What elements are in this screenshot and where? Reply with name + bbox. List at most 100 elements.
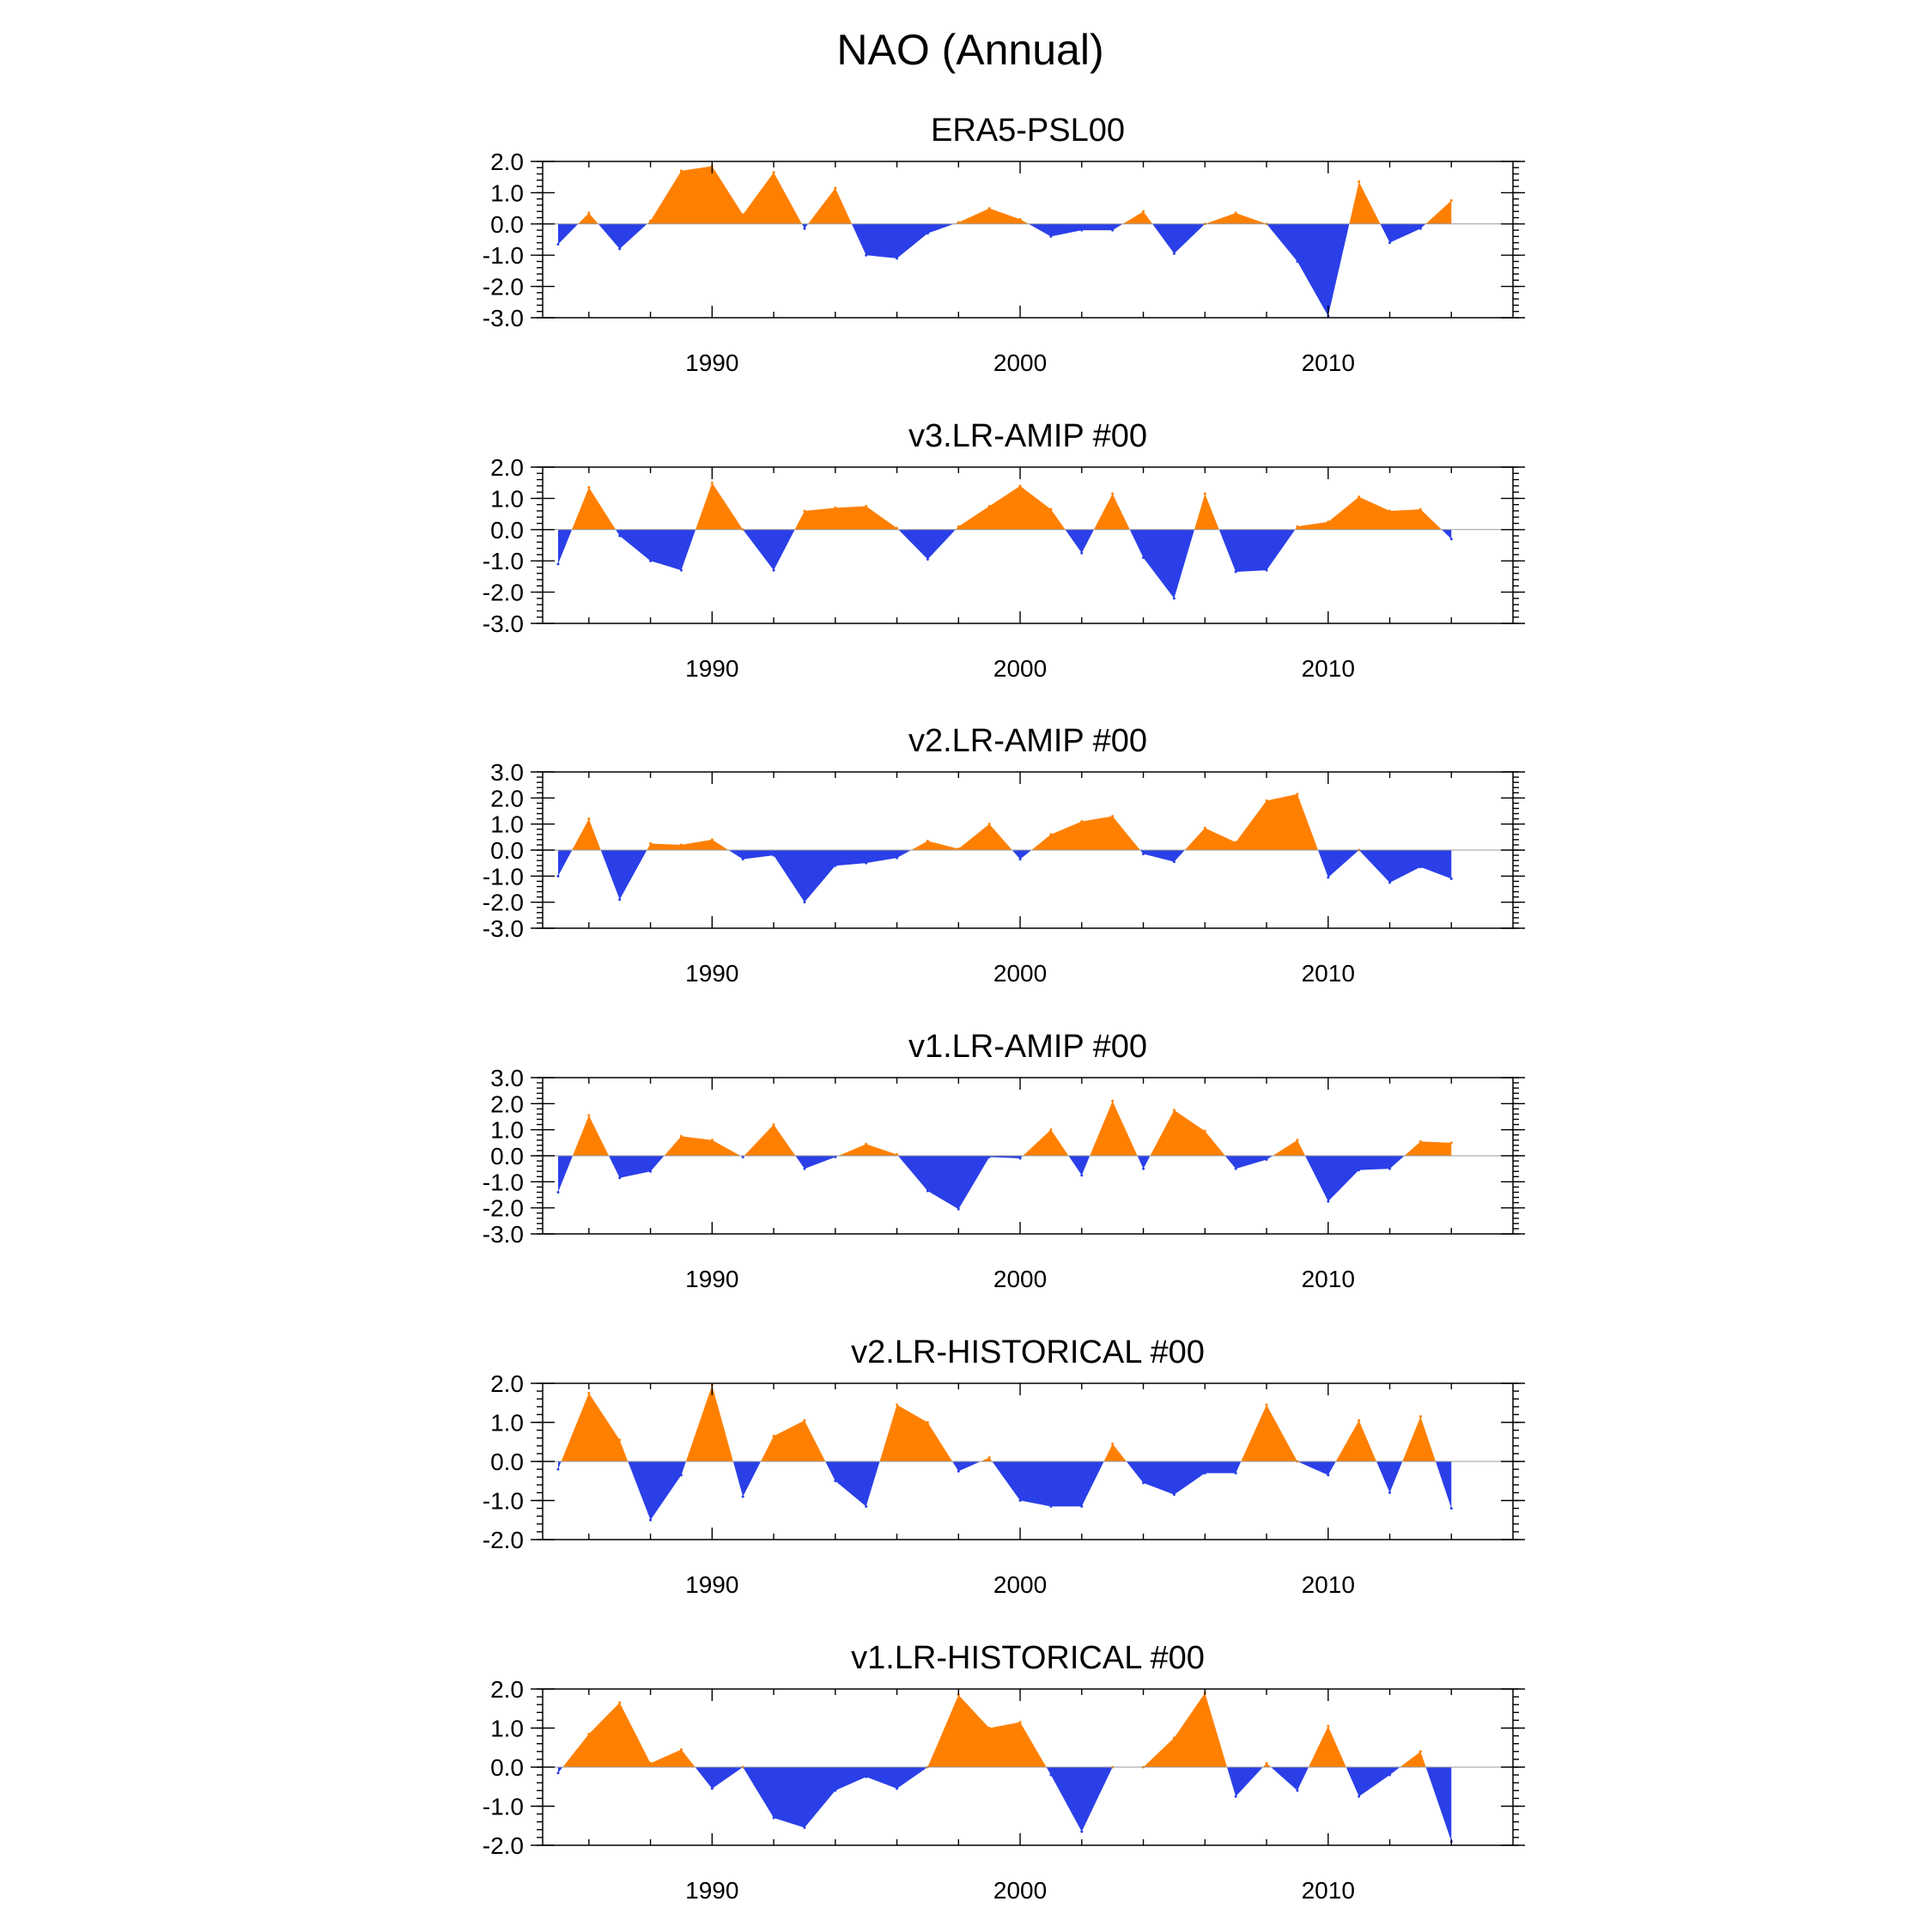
data-point-2010: [1327, 520, 1330, 524]
data-point-2002: [1080, 820, 1084, 823]
nao-panel-1: ERA5-PSL00 2.0 1.0 0.0 -1.0 -2.0 -3.0 1990 2000 2…: [483, 112, 1525, 376]
data-point-1985: [556, 242, 560, 246]
data-point-2003: [1111, 228, 1115, 232]
y-tick-label: -1.0: [483, 242, 524, 269]
y-tick-label: 2.0: [490, 785, 524, 811]
data-point-1996: [896, 257, 899, 260]
y-tick-label: 1.0: [490, 179, 524, 206]
data-point-2007: [1234, 570, 1237, 574]
data-point-2007: [1234, 1795, 1237, 1798]
data-point-1986: [587, 1114, 591, 1117]
y-tick-label: 0.0: [490, 1143, 524, 1170]
data-point-2012: [1388, 509, 1392, 513]
data-point-2012: [1388, 241, 1392, 245]
data-point-2003: [1111, 1443, 1115, 1446]
data-point-1998: [957, 847, 960, 850]
data-point-1989: [679, 169, 683, 173]
negative-anomaly-area: [557, 223, 1452, 317]
data-point-2004: [1142, 556, 1145, 560]
data-point-2002: [1080, 1504, 1084, 1508]
data-point-1996: [896, 1152, 899, 1156]
data-point-1988: [649, 841, 653, 845]
data-point-1997: [926, 1189, 929, 1193]
y-tick-label: 1.0: [490, 1117, 524, 1144]
x-tick-label: 1990: [685, 1571, 738, 1598]
data-point-2000: [1018, 1499, 1022, 1502]
data-point-2008: [1265, 568, 1268, 572]
y-tick-label: 0.0: [490, 1754, 524, 1781]
data-point-2012: [1388, 1491, 1392, 1494]
negative-anomaly-area: [557, 1461, 1452, 1521]
data-point-1988: [649, 1761, 653, 1765]
data-point-1990: [710, 1139, 714, 1142]
data-point-1992: [772, 1123, 775, 1127]
data-point-1985: [556, 1190, 560, 1194]
data-point-2004: [1142, 853, 1145, 856]
data-point-1994: [834, 1479, 837, 1483]
data-point-2000: [1018, 858, 1022, 861]
data-point-1999: [987, 1727, 991, 1729]
data-point-2001: [1049, 833, 1053, 836]
data-point-1997: [926, 232, 929, 235]
data-point-2005: [1172, 1109, 1176, 1112]
data-point-2008: [1265, 1761, 1268, 1765]
data-point-2010: [1327, 876, 1330, 879]
panel-title: ERA5-PSL00: [931, 112, 1125, 149]
page-title: NAO (Annual): [836, 26, 1103, 74]
data-point-1999: [987, 1156, 991, 1159]
panel-title: v1.LR-HISTORICAL #00: [851, 1640, 1205, 1676]
data-point-2013: [1419, 1415, 1422, 1419]
data-point-1986: [587, 1391, 591, 1394]
x-tick-label: 2010: [1302, 1877, 1355, 1904]
data-point-2000: [1018, 1721, 1022, 1724]
data-point-1990: [710, 481, 714, 484]
y-tick-label: -1.0: [483, 863, 524, 890]
data-point-2013: [1419, 1750, 1422, 1753]
data-point-1990: [710, 838, 714, 841]
data-point-1993: [803, 1419, 806, 1422]
x-tick-label: 2000: [993, 1877, 1047, 1904]
data-point-1986: [587, 486, 591, 489]
data-point-2007: [1234, 211, 1237, 215]
data-point-2004: [1142, 1167, 1145, 1170]
x-tick-label: 2000: [993, 960, 1047, 987]
y-tick-label: -2.0: [483, 1832, 524, 1859]
data-point-2000: [1018, 217, 1022, 221]
data-point-2014: [1449, 538, 1453, 541]
data-point-1988: [649, 1518, 653, 1522]
data-point-1987: [618, 898, 622, 902]
data-point-2013: [1419, 866, 1422, 869]
nao-panel-6: v1.LR-HISTORICAL #00 2.0 1.0 0.0 -1.0 -2.0 199…: [483, 1640, 1525, 1904]
data-point-2012: [1388, 1773, 1392, 1777]
data-point-2005: [1172, 860, 1176, 864]
data-point-2003: [1111, 815, 1115, 818]
data-point-2002: [1080, 551, 1084, 555]
positive-anomaly-area: [557, 1101, 1452, 1156]
data-point-2001: [1049, 1504, 1053, 1508]
data-point-2006: [1203, 1472, 1206, 1475]
data-point-1989: [679, 1134, 683, 1138]
y-tick-label: -2.0: [483, 274, 524, 301]
y-tick-label: 0.0: [490, 1449, 524, 1475]
nao-panel-3: v2.LR-AMIP #00 3.02.01.00.0-1.0-2.0-3.0 19…: [483, 723, 1525, 987]
data-point-1987: [618, 1176, 622, 1180]
x-tick-label: 1990: [685, 960, 738, 987]
data-point-1995: [865, 861, 868, 865]
data-point-2002: [1080, 228, 1084, 232]
data-point-1999: [987, 1455, 991, 1459]
data-point-1996: [896, 1403, 899, 1406]
data-point-1991: [741, 1156, 744, 1159]
x-tick-label: 1990: [685, 1266, 738, 1292]
data-point-2014: [1449, 1507, 1453, 1510]
nao-panel-2: v3.LR-AMIP #00 2.0 1.0 0.0 -1.0 -2.0 -3.0 1990 2…: [483, 418, 1525, 682]
nao-panel-4: v1.LR-AMIP #00 3.02.01.00.0-1.0-2.0-3.0 19…: [483, 1029, 1525, 1292]
data-point-2006: [1203, 1129, 1206, 1133]
y-tick-label: 3.0: [490, 759, 524, 786]
data-point-2000: [1018, 484, 1022, 488]
data-point-1987: [618, 534, 622, 538]
data-point-2005: [1172, 252, 1176, 255]
x-tick-label: 2000: [993, 655, 1047, 682]
y-tick-label: -3.0: [483, 915, 524, 942]
data-point-1995: [865, 1775, 868, 1778]
data-point-1996: [896, 526, 899, 530]
